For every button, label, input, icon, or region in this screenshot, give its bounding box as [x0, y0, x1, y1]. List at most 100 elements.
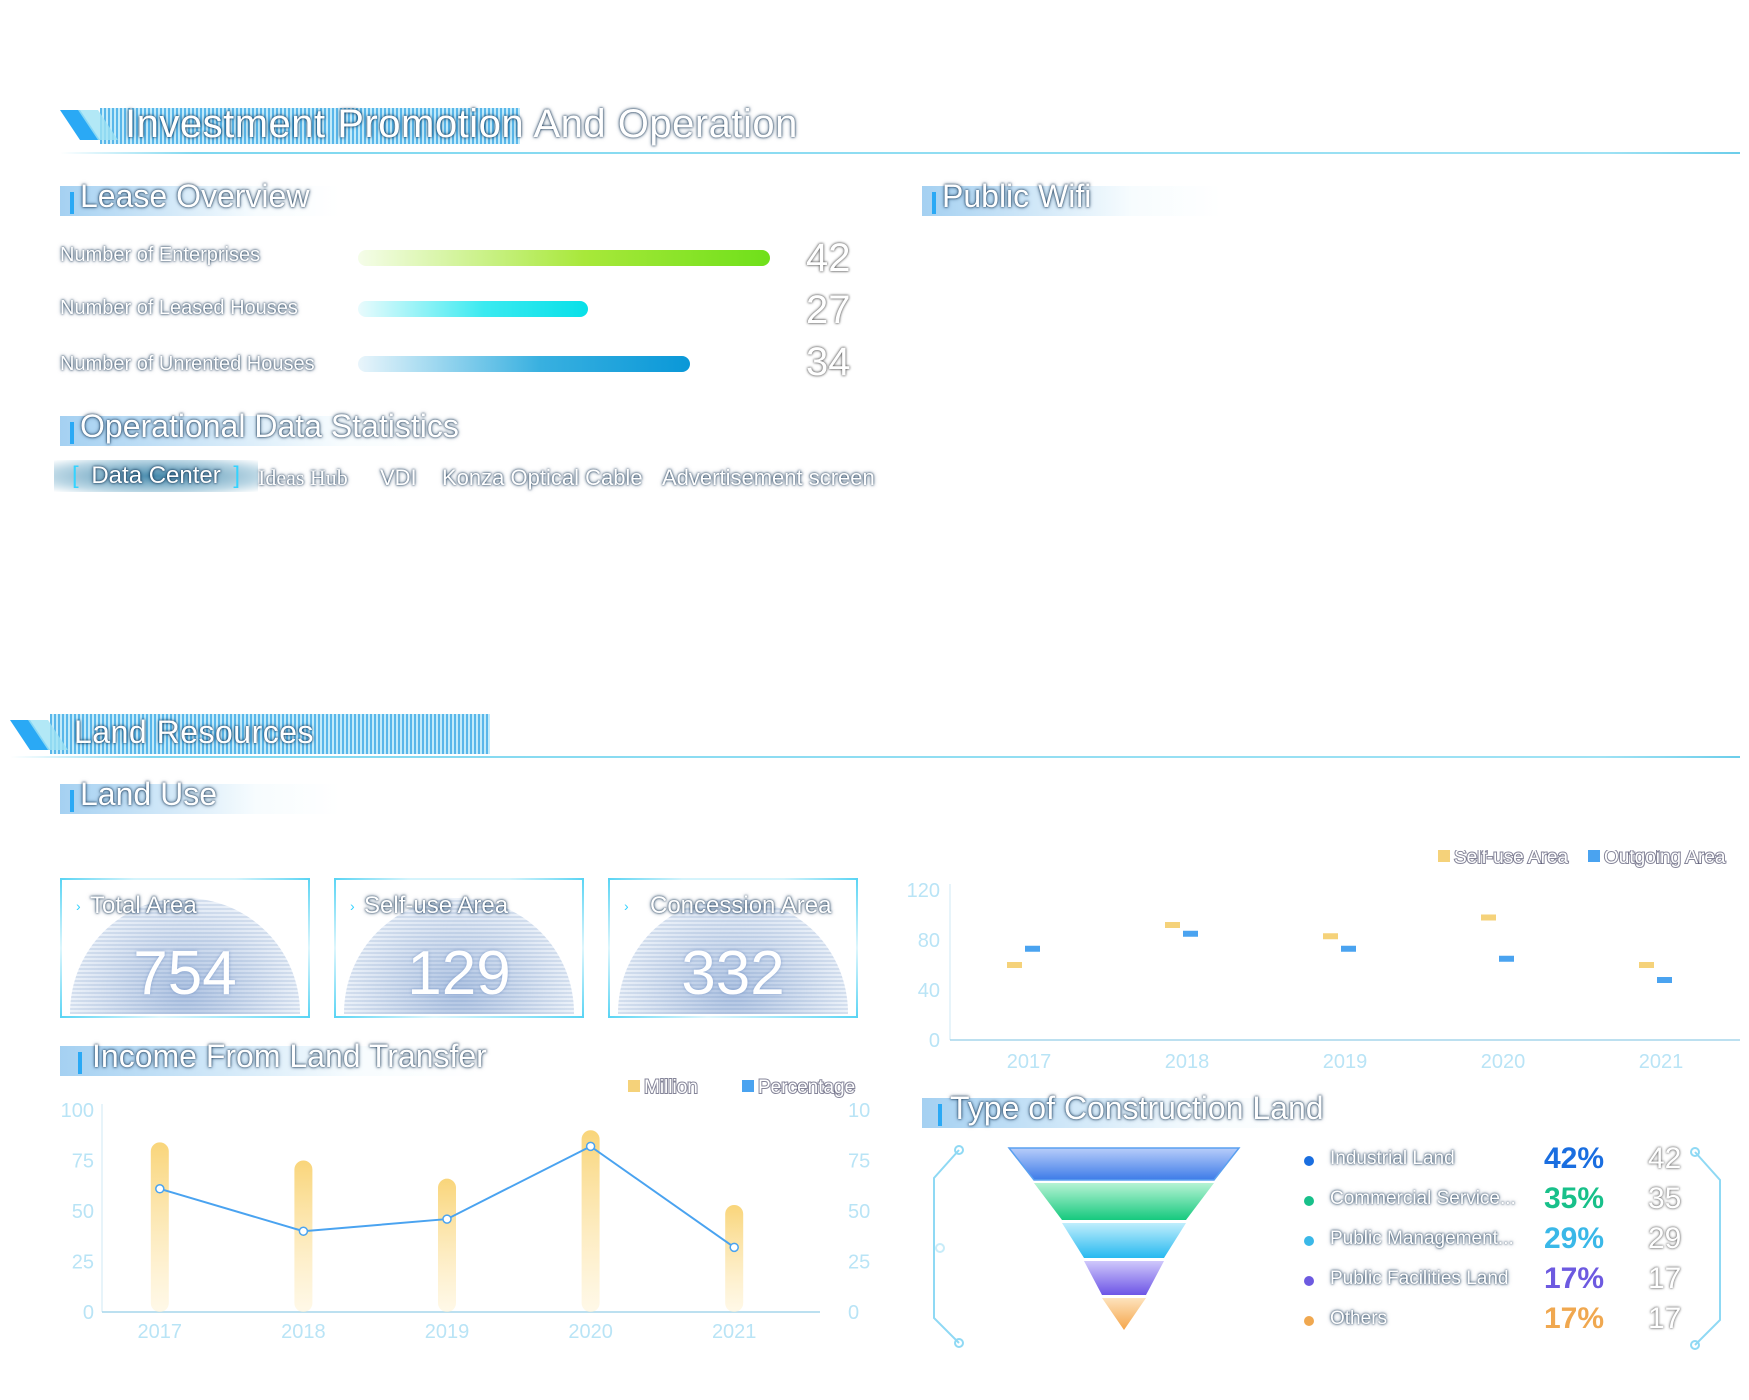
arrow-icon: › — [76, 898, 81, 914]
tab-vdi[interactable]: VDI — [380, 465, 417, 490]
tab-konza-optical-cable[interactable]: Konza Optical Cable — [442, 465, 643, 490]
legend-name: Public Facilities Land — [1330, 1268, 1509, 1289]
bar-mark — [1341, 945, 1356, 952]
section-divider — [10, 756, 1740, 758]
funnel-segment-commercial — [1034, 1183, 1214, 1220]
bar-mark — [1639, 962, 1654, 968]
x-tick-label: 2021 — [712, 1321, 757, 1340]
lease-label: Number of Unrented Houses — [60, 353, 315, 375]
construction-title: Type of Construction Land — [922, 1090, 1342, 1130]
y2-tick-label: 75% — [848, 1151, 870, 1173]
legend-value: 17 — [1648, 1262, 1682, 1295]
frame-bracket-right — [1690, 1147, 1721, 1350]
card-label: Total Area — [90, 892, 197, 919]
x-tick-label: 2018 — [281, 1321, 326, 1340]
tab-ideas-hub[interactable]: Ideas Hub — [258, 465, 348, 490]
bar-mark — [294, 1160, 313, 1312]
x-tick-label: 2020 — [1481, 1051, 1526, 1073]
card-label: Concession Area — [650, 892, 832, 919]
card-value: 129 — [407, 939, 511, 1008]
bar-mark — [1481, 914, 1496, 921]
x-tick-label: 2021 — [1639, 1051, 1684, 1073]
bar-mark — [725, 1204, 744, 1312]
legend-value: 29 — [1648, 1222, 1682, 1255]
y2-tick-label: 100% — [848, 1100, 870, 1122]
section-header-investment: Investment Promotion And Operation — [60, 100, 1740, 156]
frame-bracket-left — [933, 1145, 964, 1348]
bar-mark — [581, 1130, 600, 1312]
income-title: Income From Land Transfer — [60, 1038, 500, 1078]
lease-progress-bar — [358, 250, 770, 266]
x-tick-label: 2017 — [138, 1321, 183, 1340]
section-header-band — [100, 108, 520, 144]
bar-mark — [1007, 962, 1022, 968]
stat-card-self-use-area: › Self-use Area 129 — [334, 878, 584, 1018]
y-tick-label: 50 — [72, 1201, 94, 1223]
legend-swatch — [628, 1080, 640, 1092]
legend-swatch — [1438, 850, 1450, 862]
y-tick-label: 40 — [918, 980, 940, 1002]
legend-percent: 35% — [1544, 1182, 1605, 1215]
public-wifi-title: Public Wifi — [922, 178, 1222, 218]
land-use-title: Land Use — [60, 776, 360, 816]
bar-mark — [438, 1178, 456, 1312]
legend-percent: 17% — [1544, 1262, 1605, 1295]
y-tick-label: 25 — [72, 1252, 94, 1274]
x-tick-label: 2019 — [1323, 1051, 1368, 1073]
line-point — [155, 1184, 165, 1194]
lease-progress-bar — [358, 356, 690, 372]
arrow-icon: › — [350, 898, 355, 914]
y-tick-label: 80 — [918, 930, 940, 952]
tab-data-center[interactable]: [ Data Center ] — [54, 460, 259, 492]
legend-value: 17 — [1648, 1302, 1682, 1335]
legend-item: Public Management... 29% 29 — [1300, 1222, 1740, 1262]
construction-funnel-chart — [933, 1145, 1241, 1348]
funnel-segment-industrial — [1007, 1147, 1241, 1181]
stat-card-total-area: › Total Area 754 — [60, 878, 310, 1018]
legend-item: Commercial Service... 35% 35 — [1300, 1182, 1740, 1222]
land-area-chart: 0 40 80 120 2017 2018 2019 2020 2021 Self-use Are… — [907, 850, 1740, 1073]
section-title: Land Resources — [74, 714, 315, 750]
lease-value: 34 — [806, 340, 851, 384]
bar-mark — [1657, 977, 1672, 983]
legend-item: Others 17% 17 — [1300, 1302, 1740, 1342]
y-tick-label: 100 — [61, 1100, 94, 1122]
x-tick-label: 2018 — [1165, 1051, 1210, 1073]
legend-swatch — [1588, 850, 1600, 862]
legend-item: Industrial Land 42% 42 — [1300, 1142, 1740, 1182]
legend-name: Industrial Land — [1330, 1148, 1455, 1169]
legend-value: 35 — [1648, 1182, 1682, 1215]
legend-label: Outgoing Area — [1604, 850, 1726, 868]
y2-tick-label: 50% — [848, 1201, 870, 1223]
y-tick-label: 0 — [83, 1302, 94, 1324]
legend-swatch — [742, 1080, 754, 1092]
tab-advertisement-screen[interactable]: Advertisement screen — [662, 465, 875, 490]
section-header-land: Land Resources — [10, 710, 1740, 766]
section-divider — [60, 152, 1740, 154]
legend-item: Public Facilities Land 17% 17 — [1300, 1262, 1740, 1302]
y-tick-label: 75 — [72, 1151, 94, 1173]
line-point — [442, 1214, 452, 1224]
arrow-icon: › — [624, 898, 629, 914]
bar-mark — [1499, 955, 1514, 962]
income-chart: 0 25 50 75 100 0 25% 50% 75% 100% 2017 2018 2019 2020… — [61, 1076, 870, 1340]
lease-progress-bar — [358, 301, 588, 317]
funnel-segment-public-facilities — [1084, 1261, 1164, 1295]
legend-label: Self-use Area — [1454, 850, 1568, 868]
legend-label: Percentage — [758, 1077, 855, 1098]
lease-overview-title: Lease Overview — [60, 178, 360, 218]
x-tick-label: 2020 — [568, 1321, 613, 1340]
card-label: Self-use Area — [364, 892, 509, 919]
y2-tick-label: 0 — [848, 1302, 859, 1324]
y2-tick-label: 25% — [848, 1252, 870, 1274]
bar-mark — [1183, 930, 1198, 937]
bar-mark — [1323, 933, 1338, 940]
section-logo-icon — [60, 110, 118, 140]
tab-bracket-left: [ — [72, 462, 79, 489]
bar-mark — [1025, 945, 1040, 952]
lease-value: 27 — [806, 288, 851, 332]
funnel-segment-public-management — [1062, 1223, 1186, 1258]
tab-bracket-right: ] — [233, 462, 241, 489]
x-tick-label: 2019 — [425, 1321, 470, 1340]
line-point — [298, 1226, 309, 1236]
